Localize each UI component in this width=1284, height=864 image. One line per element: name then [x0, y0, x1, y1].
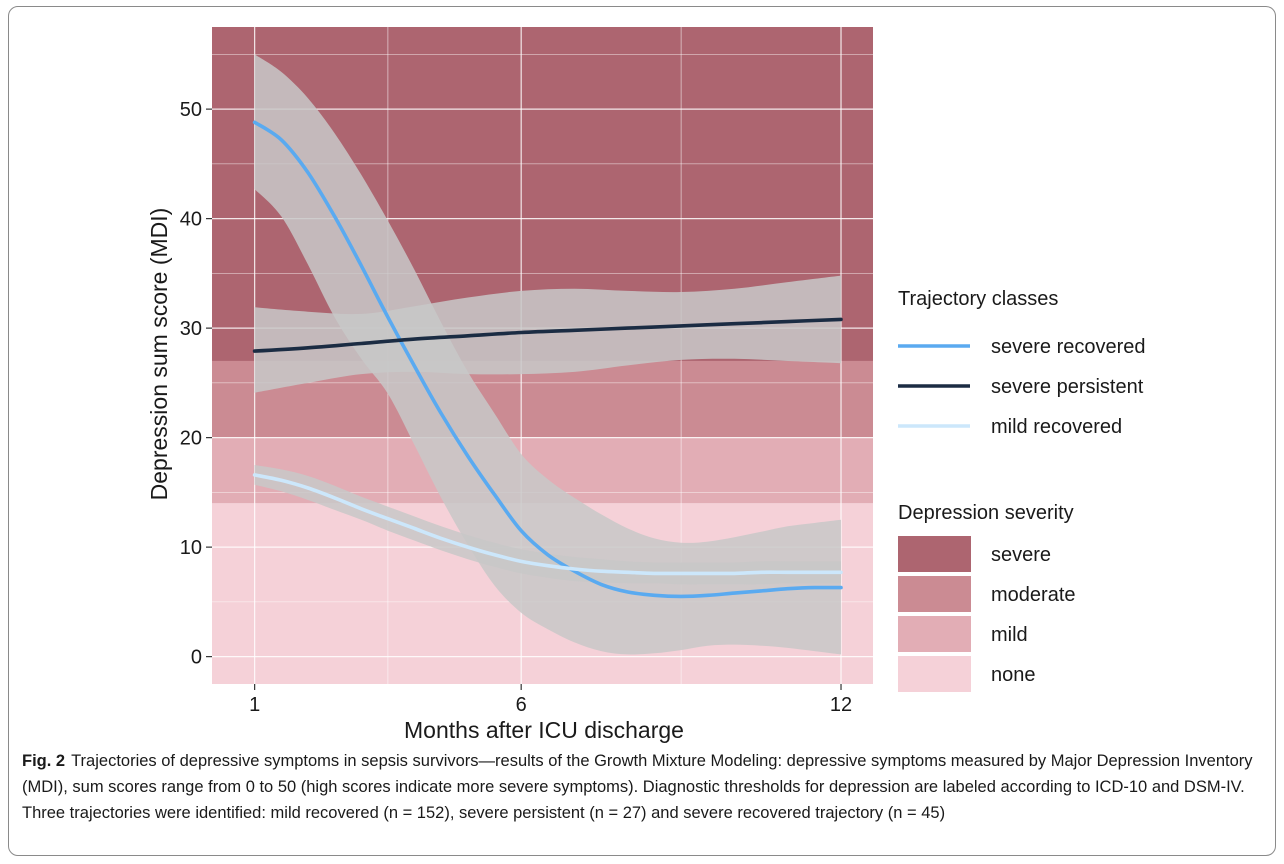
y-tick-label: 30: [180, 318, 202, 340]
legend-label-severe: severe: [991, 544, 1051, 566]
x-tick-label: 12: [830, 694, 852, 716]
y-tick-label: 10: [180, 537, 202, 559]
legend-key-moderate: [898, 576, 971, 612]
legend-label-severe-persistent: severe persistent: [991, 376, 1144, 398]
trajectory-lines: [252, 120, 843, 599]
y-axis: 0 10 20 30 40 50: [180, 99, 212, 669]
y-tick-label: 50: [180, 99, 202, 121]
y-tick-label: 0: [191, 647, 202, 669]
legend-title-depression-severity: Depression severity: [898, 502, 1074, 524]
x-tick-label: 1: [249, 694, 260, 716]
legend-label-none: none: [991, 664, 1036, 686]
y-tick-label: 40: [180, 209, 202, 231]
caption-figure-label: Fig. 2: [22, 752, 66, 770]
legend-trajectory-classes: Trajectory classes severe recovered sever…: [898, 288, 1146, 438]
legend-key-mild: [898, 616, 971, 652]
legend-label-moderate: moderate: [991, 584, 1076, 606]
legend-key-none: [898, 656, 971, 692]
line-severe-recovered: [252, 120, 843, 599]
x-axis-title: Months after ICU discharge: [404, 717, 684, 743]
legend-label-mild: mild: [991, 624, 1028, 646]
y-tick-label: 20: [180, 428, 202, 450]
x-tick-label: 6: [516, 694, 527, 716]
legend-label-mild-recovered: mild recovered: [991, 416, 1122, 438]
ribbon-severe-persistent: [254, 275, 842, 393]
figure-caption: Fig. 2 Trajectories of depressive symptom…: [22, 748, 1267, 826]
legend-depression-severity: Depression severity severe moderate mild no…: [898, 502, 1076, 692]
x-axis: 1 6 12: [249, 684, 852, 716]
legend-title-trajectory-classes: Trajectory classes: [898, 288, 1058, 310]
line-severe-persistent: [252, 317, 843, 353]
caption-text: Trajectories of depressive symptoms in s…: [22, 752, 1253, 822]
legend-key-severe: [898, 536, 971, 572]
line-mild-recovered: [252, 473, 843, 576]
legend-label-severe-recovered: severe recovered: [991, 336, 1146, 358]
y-axis-title: Depression sum score (MDI): [146, 208, 172, 501]
